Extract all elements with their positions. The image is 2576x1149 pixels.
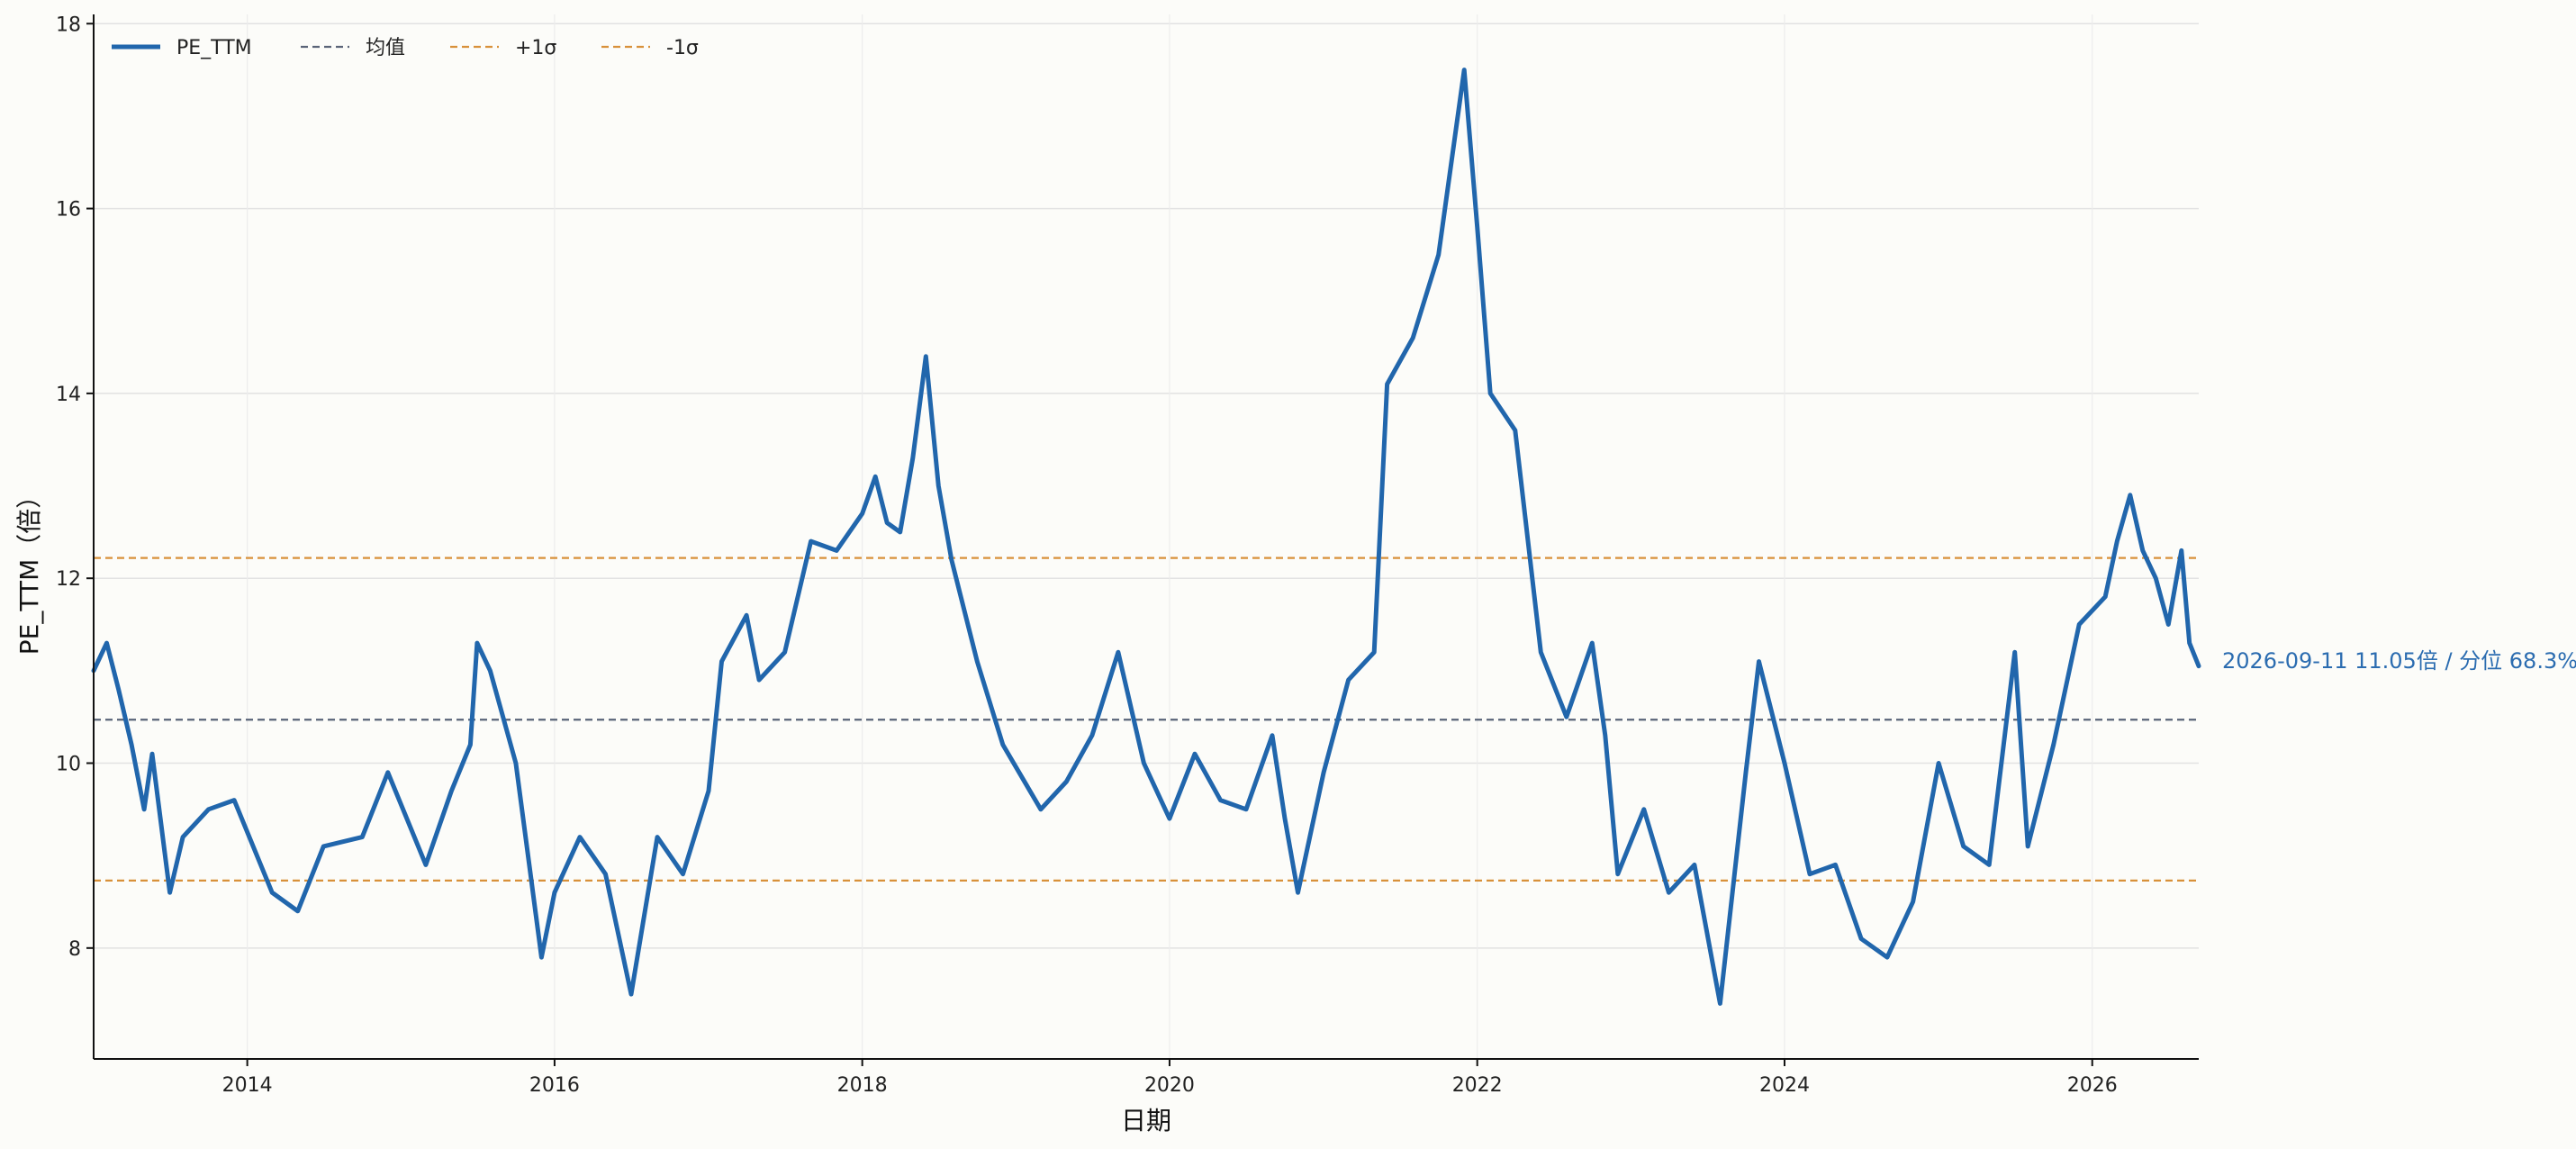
x-ticks: 2014 2016 2018 2020 2022 2024 2026 [222, 1059, 2118, 1097]
grid [94, 14, 2199, 1059]
y-ticks: 8 10 12 14 16 18 [56, 14, 94, 961]
x-tick-label: 2016 [529, 1074, 580, 1097]
legend-label: -1σ [666, 37, 699, 59]
last-value-annotation: 2026-09-11 11.05倍 / 分位 68.3% [2222, 648, 2576, 674]
y-tick-label: 16 [56, 199, 81, 222]
x-tick-label: 2014 [222, 1074, 273, 1097]
axes [93, 14, 2199, 1060]
y-tick-label: 14 [56, 384, 81, 406]
x-tick-label: 2026 [2067, 1074, 2118, 1097]
x-tick-label: 2020 [1144, 1074, 1195, 1097]
y-tick-label: 18 [56, 14, 81, 36]
x-tick-label: 2018 [837, 1074, 888, 1097]
y-axis-title: PE_TTM（倍） [14, 484, 44, 655]
x-axis-title: 日期 [1121, 1106, 1171, 1135]
series-line-pe-ttm [91, 68, 2201, 1006]
legend-label: 均值 [366, 37, 405, 59]
x-tick-label: 2022 [1452, 1074, 1503, 1097]
reference-lines [94, 556, 2199, 882]
y-tick-label: 8 [68, 938, 81, 961]
legend-label: +1σ [515, 37, 556, 59]
series-layer [91, 68, 2201, 1006]
legend: PE_TTM 均值 +1σ -1σ [112, 37, 699, 59]
y-tick-label: 10 [56, 754, 81, 776]
y-tick-label: 12 [56, 568, 81, 591]
legend-label: PE_TTM [176, 37, 252, 59]
x-tick-label: 2024 [1759, 1074, 1810, 1097]
